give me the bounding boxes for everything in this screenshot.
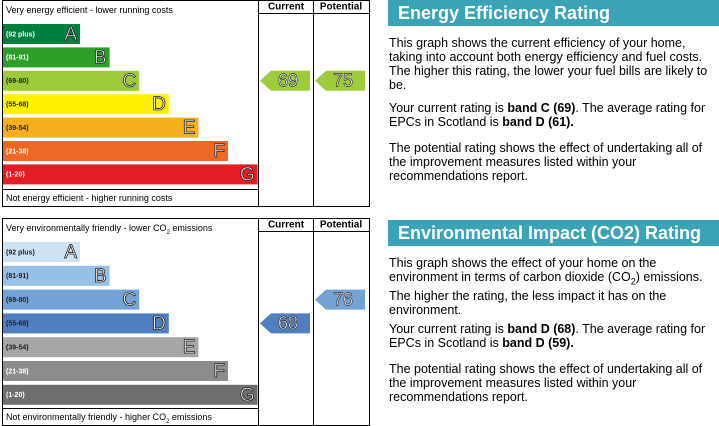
band-letter: B — [94, 266, 107, 287]
text: Very energy efficient - lower running co… — [6, 5, 173, 15]
rating-arrow — [315, 289, 365, 310]
caption: Very environmentally friendly - lower CO… — [6, 223, 213, 235]
band-range: (81-91) — [6, 273, 29, 280]
panel-title: Energy Efficiency Rating — [388, 0, 719, 26]
rating-band — [3, 141, 228, 161]
text: emissions — [170, 223, 213, 233]
text: band D (59). — [502, 336, 574, 350]
text: 2 — [630, 276, 636, 287]
rating-value: 76 — [333, 289, 353, 309]
band-range: (81-91) — [6, 55, 29, 62]
text: band C (69) — [507, 101, 576, 115]
rating-band — [3, 289, 140, 310]
band-range: (55-68) — [6, 321, 29, 328]
chart-border — [2, 0, 370, 207]
rating-arrow — [260, 70, 310, 91]
rating-value: 69 — [278, 71, 298, 91]
panel-title: Environmental Impact (CO2) Rating — [388, 220, 719, 246]
band-letter: A — [64, 24, 77, 45]
band-range: (92 plus) — [6, 249, 35, 256]
band-range: (39-54) — [6, 125, 29, 132]
band-letter: C — [122, 290, 136, 311]
text: Not energy efficient - higher running co… — [6, 193, 173, 203]
rating-band — [3, 70, 140, 91]
caption: Not environmentally friendly - higher CO… — [6, 412, 212, 424]
text: band D (61). — [502, 115, 574, 129]
caption: Not energy efficient - higher running co… — [6, 193, 173, 203]
band-letter: E — [183, 118, 196, 139]
band-range: (69-80) — [6, 78, 29, 85]
band-letter: C — [122, 71, 136, 92]
text: band D (68) — [507, 322, 576, 336]
band-letter: D — [152, 94, 166, 115]
band-range: (1-20) — [6, 392, 25, 399]
band-letter: G — [240, 164, 255, 185]
text: This graph shows the effect of your home… — [389, 256, 657, 284]
text: . The average rating for EPCs in Scotlan… — [389, 322, 706, 350]
band-range: (21-38) — [6, 368, 29, 375]
paragraph: The potential rating shows the effect of… — [389, 141, 703, 183]
band-letter: G — [240, 385, 255, 406]
rating-arrow — [315, 70, 365, 91]
caption: Very energy efficient - lower running co… — [6, 5, 173, 15]
text: ) emissions. The higher the rating, the … — [389, 270, 703, 317]
rating-band — [3, 361, 228, 381]
band-letter: E — [183, 337, 196, 358]
column-header: Potential — [320, 220, 362, 231]
text: 2 — [167, 230, 171, 236]
text: Very environmentally friendly - lower CO — [6, 223, 167, 233]
paragraph: Your current rating is band C (69). The … — [389, 101, 717, 129]
paragraph: This graph shows the current efficiency … — [389, 36, 708, 92]
rating-band — [3, 24, 80, 44]
band-range: (92 plus) — [6, 31, 35, 38]
band-range: (69-80) — [6, 297, 29, 304]
rating-band — [3, 242, 80, 262]
paragraph: The potential rating shows the effect of… — [389, 362, 703, 404]
rating-band — [3, 47, 110, 68]
column-header: Potential — [320, 2, 362, 13]
band-range: (55-68) — [6, 102, 29, 109]
rating-value: 68 — [278, 313, 298, 333]
column-header: Current — [268, 2, 305, 13]
rating-value: 75 — [333, 71, 353, 91]
band-range: (39-54) — [6, 345, 29, 352]
paragraph: Your current rating is band D (68). The … — [389, 322, 717, 350]
rating-band — [3, 94, 169, 115]
band-range: (1-20) — [6, 172, 25, 179]
paragraph: This graph shows the effect of your home… — [389, 256, 717, 317]
text: . The average rating for EPCs in Scotlan… — [389, 101, 706, 129]
rating-band — [3, 117, 199, 138]
band-letter: B — [94, 47, 107, 68]
band-letter: D — [152, 313, 166, 334]
band-letter: F — [213, 361, 225, 382]
text: Your current rating is — [389, 322, 508, 336]
band-letter: A — [64, 242, 77, 263]
text: Not environmentally friendly - higher CO — [6, 412, 166, 422]
rating-band — [3, 384, 258, 405]
column-header: Current — [268, 220, 305, 231]
rating-arrow — [260, 313, 310, 334]
rating-band — [3, 265, 110, 286]
rating-band — [3, 164, 258, 185]
text: 2 — [166, 419, 170, 425]
rating-band — [3, 337, 199, 358]
band-letter: F — [213, 141, 225, 162]
rating-band — [3, 313, 169, 334]
band-range: (21-38) — [6, 148, 29, 155]
text: Your current rating is — [389, 101, 508, 115]
rating-charts: Current Potential Very energy efficient - … — [2, 0, 370, 426]
text: emissions — [169, 412, 212, 422]
